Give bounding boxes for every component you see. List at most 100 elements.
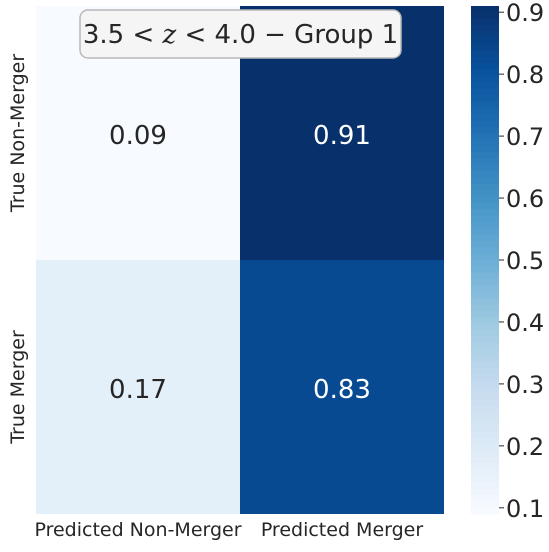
colorbar-segment [471,291,499,299]
colorbar-segment [471,221,499,229]
colorbar-segment [471,482,499,490]
colorbar-segment [471,56,499,64]
colorbar-segment [471,437,499,445]
colorbar-segment [471,387,499,394]
title-suffix: < 4.0 − Group 1 [176,20,398,50]
colorbar-segment [471,304,499,312]
colorbar-tick-label-1: 0.2 [506,433,544,461]
colorbar-segment [471,406,499,413]
colorbar-segment [471,380,499,388]
cell-label-r0-c1: 0.91 [313,121,371,151]
colorbar-segment [471,190,499,198]
colorbar-segment [471,247,499,255]
colorbar-segment [471,501,499,509]
colorbar-segment [471,361,499,369]
x-axis-tick-labels: Predicted Non-Merger Predicted Merger [34,519,423,541]
colorbar-segment [471,94,499,102]
colorbar-segment [471,69,499,77]
colorbar-segment [471,75,499,83]
colorbar-segment [471,44,499,52]
colorbar-segment [471,488,499,496]
colorbar-segment [471,63,499,71]
colorbar-segment [471,183,499,191]
colorbar-segment [471,31,499,39]
heatmap-cell-labels: 0.09 0.91 0.17 0.83 [109,121,371,405]
colorbar-segment [471,285,499,293]
title-prefix: 3.5 < [83,20,163,50]
colorbar-segment [471,107,499,115]
colorbar-segment [471,260,499,267]
colorbar-segment [471,456,499,464]
x-tick-label-0: Predicted Non-Merger [34,519,241,541]
colorbar-tick-label-7: 0.8 [506,61,544,89]
colorbar-segment [471,82,499,90]
x-tick-label-1: Predicted Merger [261,519,424,541]
colorbar-segment [471,475,499,483]
colorbar-segment [471,399,499,407]
colorbar-segment [471,196,499,204]
colorbar-segment [471,272,499,280]
title-box: 3.5 < z < 4.0 − Group 1 [79,9,402,59]
colorbar: 0.1 0.2 0.3 0.4 0.5 0.6 0.7 0.8 0.9 [471,0,544,523]
colorbar-segment [471,12,499,20]
colorbar-segment [471,425,499,433]
colorbar-segment [471,88,499,96]
colorbar-segment [471,348,499,356]
y-tick-label-1: True Merger [7,330,29,445]
colorbar-segment [471,374,499,382]
colorbar-segment [471,463,499,471]
colorbar-segment [471,444,499,452]
colorbar-segment [471,253,499,261]
colorbar-segment [471,50,499,58]
colorbar-tick-label-5: 0.6 [506,185,544,213]
colorbar-segment [471,310,499,318]
cell-label-r1-c1: 0.83 [313,375,371,405]
heatmap-cell-r1-c0 [36,260,240,514]
cell-label-r0-c0: 0.09 [109,121,167,151]
colorbar-segment [471,25,499,32]
colorbar-segment [471,113,499,121]
colorbar-segment [471,152,499,159]
colorbar-segment [471,412,499,420]
colorbar-segment [471,202,499,210]
colorbar-segment [471,139,499,147]
colorbar-segment [471,336,499,344]
colorbar-segment [471,323,499,331]
colorbar-segment [471,120,499,128]
cell-label-r1-c0: 0.17 [109,375,167,405]
colorbar-segment [471,228,499,236]
colorbar-segment [471,418,499,426]
colorbar-segment [471,234,499,242]
title-variable: z [162,20,177,50]
colorbar-segment [471,6,499,13]
colorbar-segment [471,494,499,502]
colorbar-segment [471,209,499,217]
colorbar-segment [471,145,499,153]
colorbar-segment [471,37,499,45]
colorbar-segment [471,367,499,375]
colorbar-segment [471,450,499,458]
colorbar-segment [471,355,499,363]
colorbar-segment [471,101,499,109]
colorbar-segment [471,469,499,477]
colorbar-segment [471,18,499,26]
colorbar-segment [471,342,499,350]
colorbar-tick-label-2: 0.3 [506,371,544,399]
heatmap-cells [36,6,444,514]
colorbar-tick-label-0: 0.1 [506,495,544,523]
colorbar-tick-label-4: 0.5 [506,247,544,275]
heatmap-cell-r1-c1 [240,260,444,514]
colorbar-tick-label-3: 0.4 [506,309,544,337]
colorbar-segment [471,298,499,306]
colorbar-tick-label-6: 0.7 [506,123,544,151]
colorbar-segment [471,266,499,274]
colorbar-segment [471,507,499,515]
colorbar-segment [471,158,499,166]
chart-title: 3.5 < z < 4.0 − Group 1 [83,20,398,50]
colorbar-segment [471,133,499,140]
colorbar-segment [471,171,499,179]
colorbar-segment [471,431,499,439]
colorbar-segment [471,279,499,286]
